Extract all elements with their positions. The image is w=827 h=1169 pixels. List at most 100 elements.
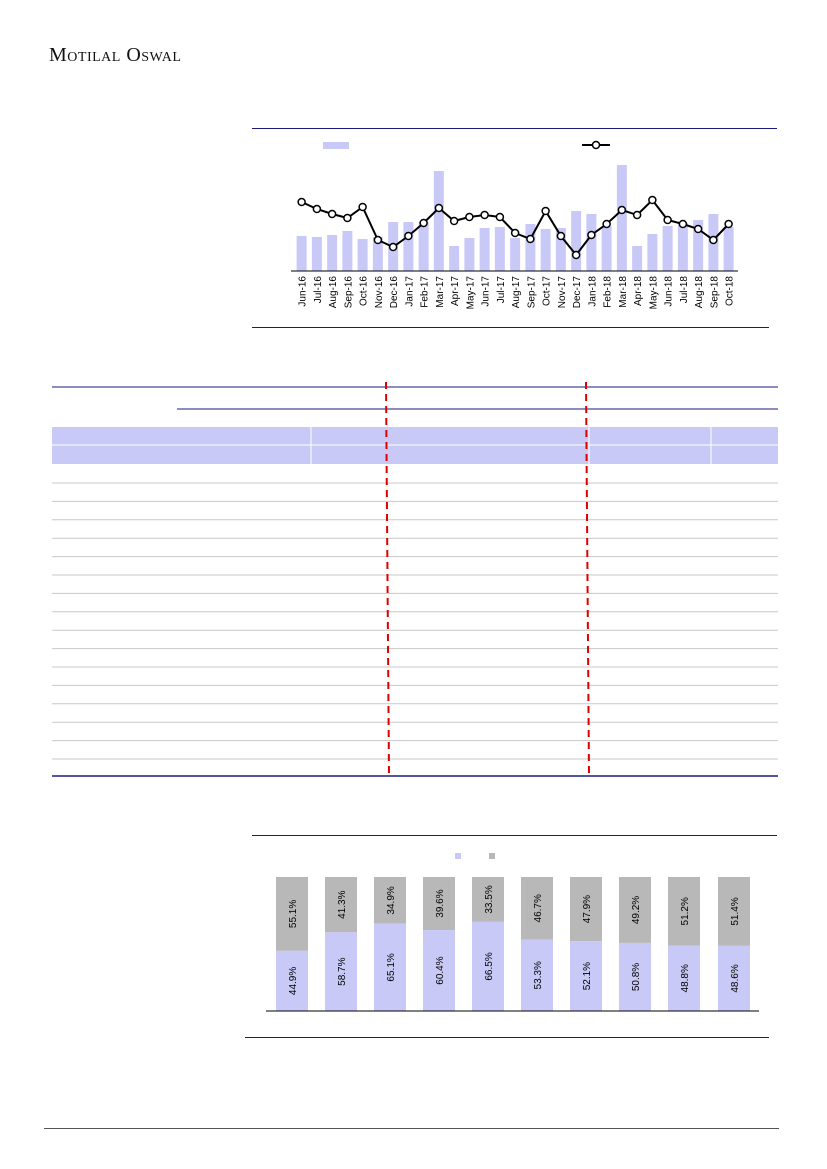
combo-chart: Jun-16 Jul-16 Aug-16 Sep-16 Oct-16 Nov-16 Dec-…: [291, 140, 738, 310]
line-point-Sep-18: [709, 235, 718, 245]
chart1-top-rule: [252, 128, 777, 129]
bar-Jul-17: [494, 227, 505, 271]
footer-rule: [44, 1128, 779, 1129]
x-tick-label: May-17: [465, 276, 476, 310]
bottom-pct-label: 66.5%: [484, 952, 495, 980]
brand-logo: Motilal Oswal: [49, 44, 182, 66]
chart2-top-rule: [252, 835, 777, 836]
bar-Mar-17: [433, 171, 444, 271]
stack-bottom-segment: [374, 923, 406, 1011]
line-point-Mar-18: [617, 205, 627, 215]
bottom-pct-label: 58.7%: [337, 957, 348, 985]
chart2-bottom-rule: [245, 1037, 769, 1038]
line-point-Mar-17: [434, 203, 444, 213]
stack-bottom-segment: [668, 945, 700, 1011]
stack-top-segment: [668, 877, 700, 946]
bar-Oct-17: [540, 229, 551, 271]
top-pct-label: 51.4%: [730, 897, 741, 925]
stack-top-segment: [325, 877, 357, 933]
stack-top-segment: [374, 877, 406, 924]
x-tick-label: Sep-16: [343, 276, 354, 309]
line-point-May-17: [465, 212, 474, 222]
x-tick-label: Jun-18: [664, 276, 675, 307]
bar-May-17: [464, 238, 475, 271]
line-point-Jul-17: [495, 212, 505, 222]
top-pct-label: 33.5%: [484, 885, 495, 913]
stack-top-segment: [570, 877, 602, 942]
stack-bottom-segment: [718, 945, 750, 1011]
stack-top-segment: [619, 877, 651, 943]
x-tick-label: Jan-18: [587, 276, 598, 307]
line-point-Aug-18: [693, 224, 703, 234]
bottom-pct-label: 60.4%: [435, 956, 446, 984]
line-point-Oct-17: [541, 206, 550, 216]
x-tick-label: Apr-18: [633, 276, 644, 306]
x-tick-label: Jul-18: [679, 276, 690, 304]
chart1-bottom-rule: [252, 327, 769, 328]
bar-Feb-18: [601, 226, 612, 271]
line-point-Sep-17: [526, 234, 535, 244]
bar-Jan-18: [586, 214, 597, 271]
stack-top-segment: [472, 877, 504, 922]
data-table: [52, 381, 778, 777]
line-point-Jun-17: [480, 210, 489, 220]
x-tick-label: Oct-18: [725, 276, 736, 306]
bar-Jul-18: [677, 223, 688, 271]
bottom-pct-label: 50.8%: [631, 963, 642, 991]
bar-Oct-16: [357, 239, 368, 271]
bottom-pct-label: 48.6%: [730, 964, 741, 992]
bar-Mar-18: [616, 165, 627, 271]
legend-line-marker: [591, 140, 601, 150]
x-tick-label: Sep-18: [709, 276, 720, 309]
stack-top-segment: [521, 877, 553, 940]
bar-Apr-18: [632, 246, 643, 271]
top-pct-label: 34.9%: [386, 886, 397, 914]
x-tick-label: Oct-16: [359, 276, 370, 306]
x-tick-label: Mar-18: [618, 276, 629, 308]
bar-Aug-16: [327, 235, 338, 271]
line-point-Dec-16: [388, 242, 398, 252]
x-tick-label: Mar-17: [435, 276, 446, 308]
x-tick-label: Aug-16: [328, 276, 339, 309]
x-tick-label: Sep-17: [526, 276, 537, 309]
x-tick-label: Jul-16: [313, 276, 324, 304]
top-pct-label: 39.6%: [435, 889, 446, 917]
x-tick-label: Feb-17: [420, 276, 431, 308]
bar-Nov-16: [372, 237, 383, 271]
x-tick-label: Aug-18: [694, 276, 705, 309]
x-tick-label: Apr-17: [450, 276, 461, 306]
line-point-Apr-18: [632, 210, 642, 220]
bar-Feb-17: [418, 222, 429, 271]
line-point-Jun-18: [663, 215, 672, 225]
top-pct-label: 47.9%: [582, 895, 593, 923]
line-point-Jul-18: [678, 219, 688, 229]
x-tick-label: Oct-17: [542, 276, 553, 306]
x-tick-label: Nov-17: [557, 276, 568, 309]
stack-bottom-segment: [521, 939, 553, 1011]
bar-Oct-18: [723, 227, 734, 271]
line-point-Sep-16: [343, 213, 352, 223]
top-pct-label: 41.3%: [337, 890, 348, 918]
stack-bottom-segment: [325, 932, 357, 1011]
line-point-Aug-17: [510, 228, 520, 238]
x-tick-label: Jun-17: [481, 276, 492, 307]
x-tick-label: Jun-16: [298, 276, 309, 307]
bar-Dec-17: [571, 211, 582, 271]
bar-Jul-16: [311, 237, 322, 271]
top-pct-label: 49.2%: [631, 896, 642, 924]
line-point-Feb-18: [602, 219, 611, 229]
line-point-Feb-17: [419, 218, 428, 228]
stack-top-segment: [276, 877, 308, 951]
stack-bottom-segment: [619, 942, 651, 1011]
bar-Sep-16: [342, 231, 353, 271]
bar-Aug-18: [693, 220, 704, 271]
stack-top-segment: [423, 877, 455, 931]
bar-Sep-17: [525, 224, 536, 271]
line-point-Jun-16: [297, 197, 306, 207]
legend-bar-swatch: [323, 142, 349, 149]
top-pct-label: 46.7%: [533, 894, 544, 922]
red-dashed-divider-2: [585, 381, 590, 777]
bottom-pct-label: 44.9%: [288, 967, 299, 995]
line-point-Jan-18: [587, 230, 596, 240]
bottom-pct-label: 52.1%: [582, 962, 593, 990]
